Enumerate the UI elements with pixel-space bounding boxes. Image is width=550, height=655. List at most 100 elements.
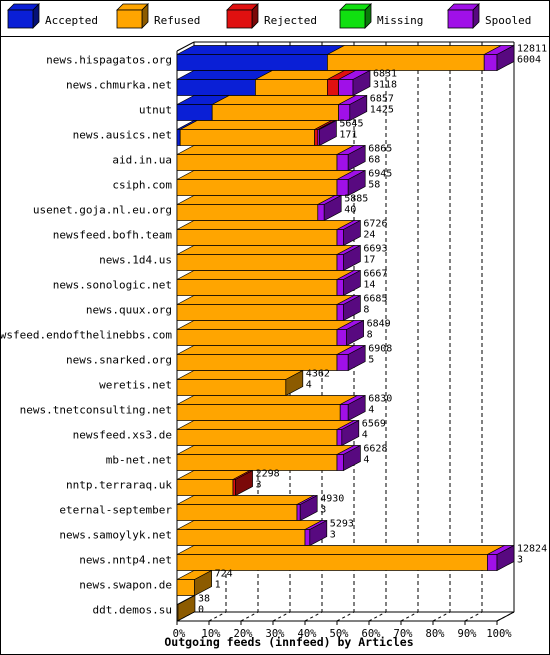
x-tick-label: 20% [234, 628, 254, 640]
bar-end-face [319, 119, 337, 147]
bar-segment-spooled [296, 504, 301, 521]
legend-item-spooled: Spooled [447, 3, 531, 29]
bar-end-face [177, 594, 196, 622]
bar-end-face [235, 469, 253, 497]
floor-tick-line [464, 611, 483, 622]
data-label-secondary: 4 [362, 430, 368, 441]
bar-segment-spooled [336, 154, 349, 171]
bar-end-face [343, 444, 361, 472]
bar-end-face [347, 344, 366, 372]
data-label-total: 6830 [368, 394, 392, 405]
data-label-secondary: 17 [363, 255, 375, 266]
floor-tick-line [400, 611, 419, 622]
data-label-total: 38 [198, 594, 210, 605]
legend-item-refused: Refused [116, 3, 200, 29]
bar-row-ddt-demos-su: ddt.demos.su 380 [93, 594, 210, 622]
bar-segment-accepted [176, 104, 213, 121]
bar-segment-refused [176, 254, 338, 271]
data-label-total: 2298 [256, 469, 280, 480]
bar-segment-refused [176, 429, 338, 446]
category-label: newsfeed.xs3.de [73, 429, 172, 442]
data-label-total: 724 [215, 569, 233, 580]
category-label: usenet.goja.nl.eu.org [33, 204, 172, 217]
bar-segment-top-refused [176, 220, 355, 230]
floor-tick-line [432, 611, 451, 622]
category-label: mb-net.net [106, 454, 172, 467]
data-label-secondary: 4 [363, 455, 369, 466]
legend-label: Accepted [45, 14, 98, 27]
bar-segment-refused [327, 54, 485, 71]
bar-segment-spooled [336, 254, 344, 271]
data-label-total: 6667 [363, 269, 387, 280]
bar-end-face [323, 194, 342, 222]
bar-segment-refused [176, 279, 338, 296]
bar-segment-spooled [336, 229, 344, 246]
bar-segment-top-refused [176, 320, 355, 330]
category-label: weretis.net [99, 379, 172, 392]
bar-end-face [347, 144, 366, 172]
data-label-total: 5885 [344, 194, 368, 205]
category-label: news.snarked.org [66, 354, 172, 367]
data-label-secondary: 68 [368, 155, 380, 166]
category-label: news.ausics.net [73, 129, 172, 142]
data-label-total: 12811 [517, 44, 547, 55]
bar-segment-top-refused [176, 420, 355, 430]
floor-tick-line [208, 611, 227, 622]
category-label: ddt.demos.su [93, 604, 172, 617]
data-label-secondary: 8 [367, 330, 373, 341]
category-label: eternal-september [59, 504, 172, 517]
bar-end-face [496, 544, 515, 572]
x-tick-label: 70% [394, 628, 414, 640]
bar-segment-spooled [336, 329, 347, 346]
bar-segment-spooled [483, 54, 498, 71]
bar-segment-accepted [176, 54, 328, 71]
data-label-secondary: 4 [306, 380, 312, 391]
bar-segment-refused [176, 154, 338, 171]
bar-end-face [343, 269, 361, 297]
bar-segment-spooled [338, 79, 354, 96]
y-axis-top-edge [176, 41, 195, 52]
x-tick-label: 30% [266, 628, 286, 640]
bar-end-face [285, 369, 304, 397]
bar-end-face [347, 394, 366, 422]
bar-end-face [349, 94, 368, 122]
data-label-total: 6569 [362, 419, 386, 430]
bar-segment-top-refused [176, 195, 335, 205]
category-label: news.sonologic.net [53, 279, 172, 292]
bar-segment-refused [176, 304, 338, 321]
data-label-secondary: 3 [330, 530, 336, 541]
bar-segment-top-refused [176, 545, 505, 555]
bar-end-face [346, 319, 364, 347]
bar-segment-spooled [304, 529, 311, 546]
legend-label: Refused [154, 14, 200, 27]
category-label: newsfeed.endofthelinebbs.com [0, 329, 172, 342]
legend-swatch [447, 9, 474, 29]
bar-end-face [309, 519, 328, 547]
bar-segment-spooled [336, 354, 349, 371]
bar-segment-refused [176, 504, 298, 521]
data-label-secondary: 171 [339, 130, 357, 141]
bar-segment-accepted [176, 79, 256, 96]
bar-end-face [343, 294, 361, 322]
bar-end-face [496, 44, 515, 72]
data-label-total: 6857 [370, 94, 394, 105]
bar-segment-rejected [327, 79, 339, 96]
bar-segment-top-refused [176, 395, 358, 405]
x-tick-label: 0% [173, 628, 186, 640]
x-axis-title: Outgoing feeds (innfeed) by Articles [164, 635, 413, 649]
legend-item-missing: Missing [339, 3, 423, 29]
